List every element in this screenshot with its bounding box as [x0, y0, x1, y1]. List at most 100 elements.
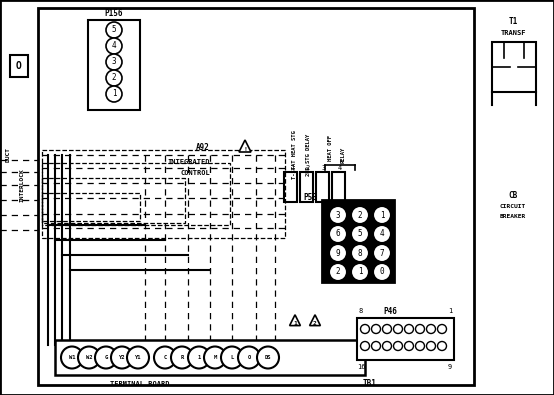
Text: O: O	[16, 61, 22, 71]
Circle shape	[329, 206, 347, 224]
Text: TRANSF: TRANSF	[500, 30, 526, 36]
Text: Y2: Y2	[119, 355, 125, 360]
Circle shape	[373, 225, 391, 243]
Text: 1: 1	[197, 355, 201, 360]
Bar	[38, 8, 474, 385]
Text: T1: T1	[509, 17, 517, 26]
Circle shape	[373, 244, 391, 262]
Text: A92: A92	[196, 143, 210, 152]
Text: 2: 2	[313, 321, 317, 326]
Text: 2: 2	[112, 73, 116, 83]
Text: 16: 16	[357, 364, 365, 370]
Circle shape	[351, 206, 369, 224]
Text: L: L	[230, 355, 234, 360]
Circle shape	[373, 206, 391, 224]
Text: R: R	[181, 355, 183, 360]
Text: CONTROL: CONTROL	[180, 170, 210, 176]
Bar	[42, 163, 230, 225]
Polygon shape	[290, 315, 300, 325]
Bar	[322, 200, 394, 282]
Text: 3: 3	[336, 211, 340, 220]
Text: DUCT: DUCT	[6, 147, 11, 162]
Circle shape	[393, 342, 403, 350]
Text: CIRCUIT: CIRCUIT	[500, 205, 526, 209]
Text: 9: 9	[336, 248, 340, 258]
Text: 8: 8	[358, 248, 362, 258]
Text: 5: 5	[358, 229, 362, 239]
Text: 2ND STG DELAY: 2ND STG DELAY	[305, 134, 310, 176]
Circle shape	[372, 342, 381, 350]
Circle shape	[111, 346, 133, 369]
Text: 6: 6	[336, 229, 340, 239]
Text: M: M	[213, 355, 217, 360]
Text: 0: 0	[379, 267, 384, 276]
Text: INTERLOCK: INTERLOCK	[19, 168, 24, 202]
Circle shape	[127, 346, 149, 369]
Circle shape	[329, 225, 347, 243]
Text: 3: 3	[322, 165, 326, 171]
Bar	[10, 55, 28, 77]
Text: HEAT OFF: HEAT OFF	[327, 135, 332, 161]
Circle shape	[416, 325, 424, 333]
Bar	[55, 340, 365, 375]
Circle shape	[438, 325, 447, 333]
Text: 1: 1	[358, 267, 362, 276]
Circle shape	[382, 325, 392, 333]
Bar	[332, 172, 345, 202]
Text: 1: 1	[112, 90, 116, 98]
Text: P156: P156	[105, 9, 123, 19]
Bar	[42, 150, 285, 238]
Text: INTEGRATED: INTEGRATED	[167, 159, 210, 165]
Circle shape	[78, 346, 100, 369]
Text: G: G	[104, 355, 107, 360]
Text: 5: 5	[112, 26, 116, 34]
Text: 2: 2	[306, 165, 310, 171]
Text: TB1: TB1	[363, 380, 377, 389]
Circle shape	[204, 346, 226, 369]
Polygon shape	[310, 315, 320, 325]
Circle shape	[351, 244, 369, 262]
Circle shape	[171, 346, 193, 369]
Circle shape	[106, 22, 122, 38]
Bar	[492, 42, 536, 92]
Circle shape	[188, 346, 210, 369]
Text: 4: 4	[379, 229, 384, 239]
Bar	[316, 172, 329, 202]
Circle shape	[393, 325, 403, 333]
Circle shape	[373, 263, 391, 281]
Circle shape	[95, 346, 117, 369]
Text: 7: 7	[379, 248, 384, 258]
Text: CB: CB	[509, 190, 517, 199]
Text: 1: 1	[290, 165, 294, 171]
Text: C: C	[163, 355, 167, 360]
Bar	[88, 20, 140, 110]
Polygon shape	[239, 140, 251, 152]
Circle shape	[106, 86, 122, 102]
Text: DS: DS	[265, 355, 271, 360]
Circle shape	[106, 38, 122, 54]
Text: Y1: Y1	[135, 355, 141, 360]
Circle shape	[404, 342, 413, 350]
Text: 1: 1	[293, 321, 297, 326]
Circle shape	[427, 325, 435, 333]
Text: T-STAT HEAT STG: T-STAT HEAT STG	[293, 131, 297, 179]
Text: 4: 4	[338, 165, 342, 171]
Text: BREAKER: BREAKER	[500, 214, 526, 220]
Circle shape	[221, 346, 243, 369]
Bar	[284, 172, 297, 202]
Circle shape	[106, 54, 122, 70]
Text: 2: 2	[358, 211, 362, 220]
Circle shape	[351, 225, 369, 243]
Text: !: !	[243, 147, 247, 152]
Circle shape	[329, 244, 347, 262]
Text: 4: 4	[112, 41, 116, 51]
Text: W1: W1	[69, 355, 75, 360]
Text: O: O	[248, 355, 250, 360]
Circle shape	[427, 342, 435, 350]
Text: W2: W2	[86, 355, 93, 360]
Circle shape	[106, 70, 122, 86]
Text: 1: 1	[379, 211, 384, 220]
Circle shape	[154, 346, 176, 369]
Bar	[300, 172, 313, 202]
Text: RELAY: RELAY	[341, 147, 346, 163]
